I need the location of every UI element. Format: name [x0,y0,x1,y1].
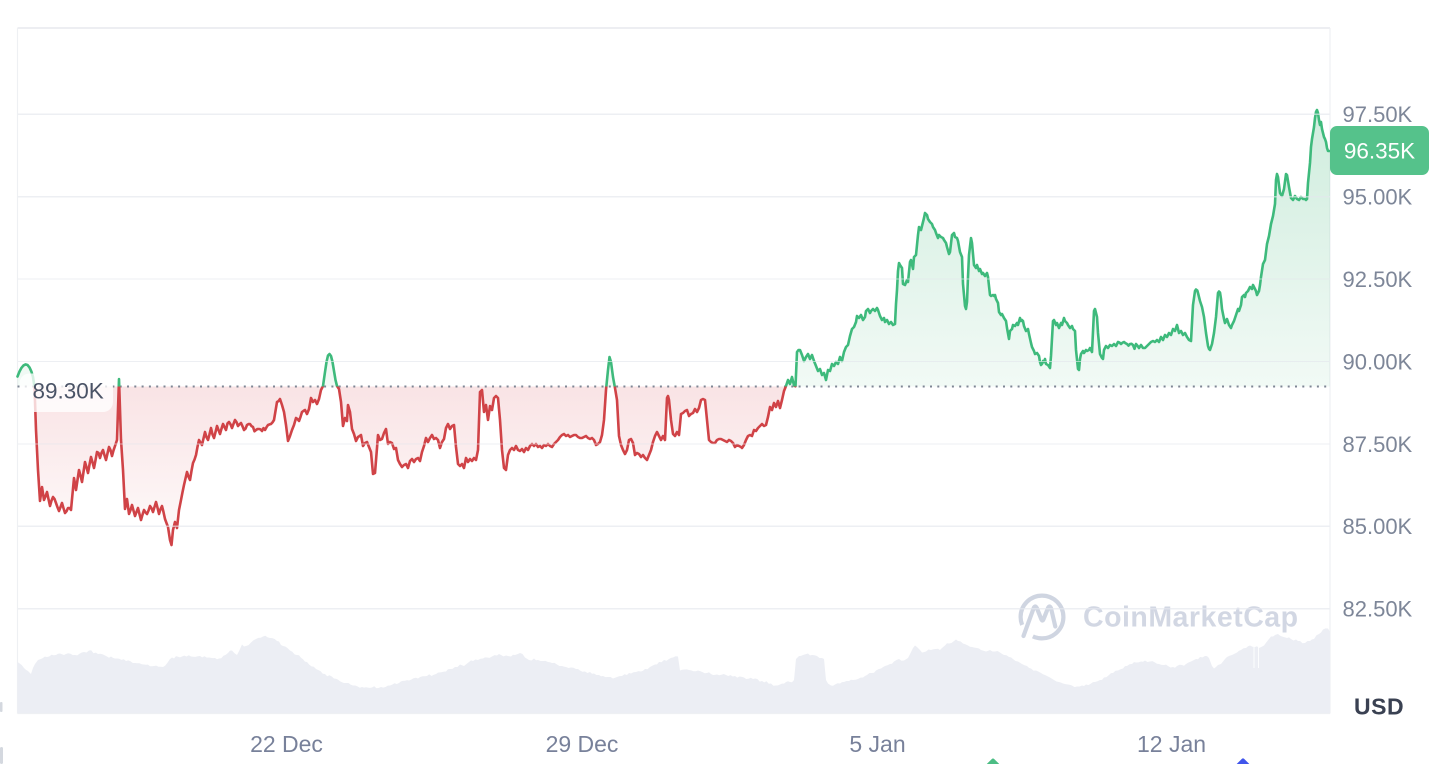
svg-text:82.50K: 82.50K [1343,597,1413,622]
svg-text:CoinMarketCap: CoinMarketCap [1083,602,1299,634]
svg-text:90.00K: 90.00K [1343,349,1413,374]
svg-text:89.30K: 89.30K [33,379,104,404]
svg-text:96.35K: 96.35K [1344,139,1415,164]
svg-text:12 Jan: 12 Jan [1137,731,1206,757]
svg-text:5 Jan: 5 Jan [849,731,905,757]
svg-text:92.50K: 92.50K [1343,267,1413,292]
svg-text:87.50K: 87.50K [1343,432,1413,457]
svg-text:22 Dec: 22 Dec [250,731,323,757]
svg-text:USD: USD [1354,694,1404,720]
svg-text:95.00K: 95.00K [1343,185,1413,210]
svg-text:85.00K: 85.00K [1343,514,1413,539]
svg-text:97.50K: 97.50K [1343,102,1413,127]
svg-text:29 Dec: 29 Dec [546,731,619,757]
